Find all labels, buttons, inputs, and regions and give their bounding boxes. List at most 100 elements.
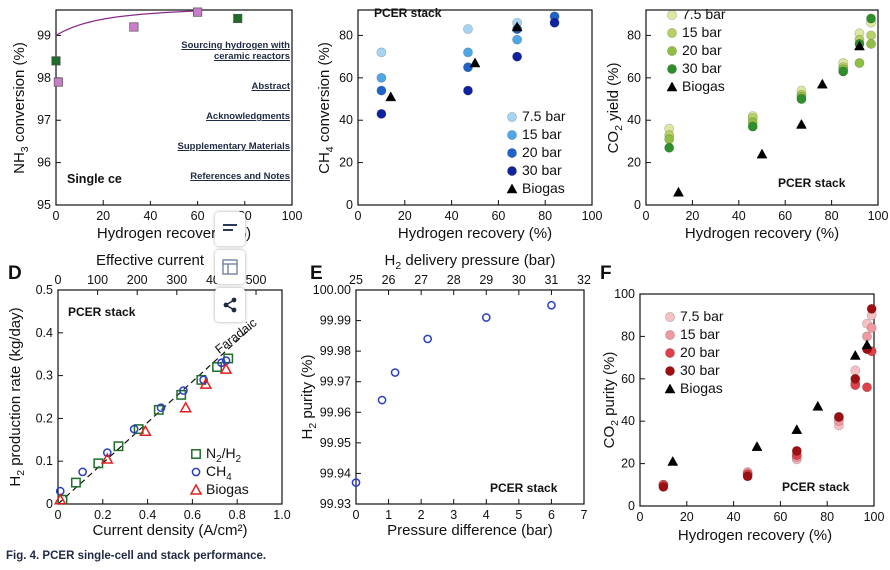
x-tick-label: 0 xyxy=(643,209,650,223)
y-tick-label: 80 xyxy=(339,28,353,42)
x-tick-label: 0.2 xyxy=(94,508,111,522)
plot-frame xyxy=(645,9,879,206)
top-axis-label: H2 delivery pressure (bar) xyxy=(385,252,556,272)
panel-title: PCER stack xyxy=(490,481,558,495)
data-point xyxy=(463,85,473,96)
y-tick-label: 97 xyxy=(37,113,51,127)
y-tick-label: 80 xyxy=(621,329,635,343)
panel-a-chart: 0204060801009596979899Hydrogen recovery … xyxy=(11,0,303,242)
legend-label: 30 bar xyxy=(682,60,722,76)
floating-toolbar xyxy=(215,212,245,326)
data-point xyxy=(179,401,192,413)
plot-frame xyxy=(355,289,585,505)
data-point xyxy=(796,94,807,104)
legend-entry: CH4 xyxy=(191,463,232,483)
panel-title: PCER stack xyxy=(68,305,136,319)
y-tick-label: 40 xyxy=(339,113,353,127)
nav-link-sourcing[interactable]: Sourcing hydrogen with ceramic reactors xyxy=(181,40,290,62)
nav-link-abstract[interactable]: Abstract xyxy=(251,81,290,92)
legend-entry: 30 bar xyxy=(507,162,562,178)
data-point xyxy=(219,362,233,374)
x-tick-label: 2 xyxy=(418,508,425,522)
x-tick-label: 1.0 xyxy=(273,508,290,522)
x-tick-label: 60 xyxy=(191,209,205,223)
panel-title: PCER stack xyxy=(782,480,850,494)
legend-entry: 7.5 bar xyxy=(665,308,724,324)
x-axis-label: Current density (A/cm²) xyxy=(92,522,247,539)
x-tick-label: 3 xyxy=(450,508,457,522)
data-point xyxy=(376,85,387,96)
y-tick-label: 0.2 xyxy=(36,411,53,425)
x-tick-label: 20 xyxy=(680,510,694,524)
legend-label: N2/H2 xyxy=(206,445,241,465)
data-point xyxy=(673,186,684,197)
y-tick-label: 0.1 xyxy=(36,454,53,468)
legend-label: 30 bar xyxy=(522,162,562,178)
top-tick-label: 32 xyxy=(577,273,591,287)
y-tick-label: 100.00 xyxy=(313,283,351,297)
x-tick-label: 6 xyxy=(548,508,555,522)
y-tick-label: 60 xyxy=(627,71,641,85)
legend-entry: Biogas xyxy=(506,180,565,196)
top-tick-label: 27 xyxy=(414,273,428,287)
table-icon xyxy=(222,259,238,275)
y-tick-label: 0.5 xyxy=(36,283,53,297)
data-point xyxy=(664,142,675,153)
x-tick-label: 5 xyxy=(515,508,522,522)
y-tick-label: 0.4 xyxy=(36,326,53,340)
legend-marker xyxy=(189,483,203,495)
series-biogas xyxy=(673,40,865,197)
data-point xyxy=(179,386,188,395)
data-point xyxy=(93,458,104,469)
panel-c-chart: 0 20 40 60 80 100 0 20 40 60 80 PCER stack 7.5 bar 15… xyxy=(605,6,888,242)
legend-marker xyxy=(666,81,678,92)
data-point xyxy=(463,47,473,58)
data-point xyxy=(742,471,753,482)
nav-link-acknowledgments[interactable]: Acknowledgments xyxy=(206,111,290,122)
nav-link-supplementary[interactable]: Supplementary Materials xyxy=(177,141,290,152)
legend-marker xyxy=(664,383,676,394)
data-point xyxy=(217,358,226,368)
x-tick-label: 0.8 xyxy=(229,508,246,522)
x-axis-label: Hydrogen recovery (%) xyxy=(678,527,832,544)
data-point xyxy=(53,493,67,505)
data-point xyxy=(129,424,139,434)
top-tick-label: 25 xyxy=(349,273,363,287)
text-view-button[interactable] xyxy=(215,212,245,246)
y-tick-label: 20 xyxy=(627,156,641,170)
data-point xyxy=(866,39,876,49)
table-view-button[interactable] xyxy=(215,250,245,284)
data-point xyxy=(512,51,523,62)
data-point xyxy=(866,30,876,41)
data-point xyxy=(423,334,433,344)
x-tick-label: 80 xyxy=(820,510,834,524)
legend-marker xyxy=(507,166,517,176)
data-point xyxy=(861,339,873,350)
x-tick-label: 0.4 xyxy=(139,508,156,522)
share-button[interactable] xyxy=(215,288,245,322)
data-point xyxy=(512,34,523,45)
data-point xyxy=(658,482,669,492)
plot-frame xyxy=(357,9,593,206)
x-tick-label: 0.6 xyxy=(184,508,201,522)
data-point xyxy=(850,365,861,376)
series-30-bar xyxy=(376,17,560,119)
data-point xyxy=(102,448,112,457)
data-point xyxy=(385,91,397,102)
data-point xyxy=(129,22,139,32)
data-point xyxy=(51,56,61,66)
plot-frame xyxy=(57,289,283,505)
y-tick-label: 40 xyxy=(627,113,641,127)
data-point xyxy=(854,40,865,51)
article-nav-menu: Sourcing hydrogen with ceramic reactors … xyxy=(150,40,290,201)
data-point xyxy=(547,300,556,310)
legend-label: 20 bar xyxy=(680,344,720,360)
y-tick-label: 99.95 xyxy=(320,436,351,450)
x-tick-label: 100 xyxy=(282,209,303,223)
x-tick-label: 60 xyxy=(773,510,787,524)
data-point xyxy=(376,108,387,119)
legend-marker xyxy=(667,64,677,74)
x-tick-label: 0 xyxy=(55,508,62,522)
y-axis-label: CO2 purity (%) xyxy=(601,352,621,449)
nav-link-references[interactable]: References and Notes xyxy=(190,171,290,182)
